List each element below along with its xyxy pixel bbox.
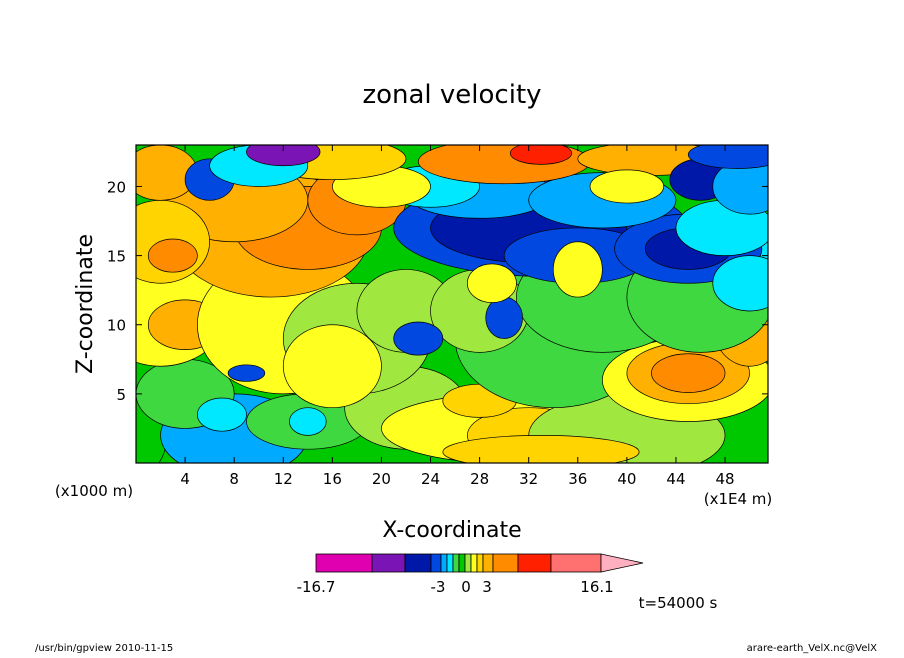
x-tick-label: 32 (519, 470, 538, 488)
x-tick-label: 8 (229, 470, 239, 488)
y-axis-label: Z-coordinate (73, 234, 98, 374)
x-axis-label: X-coordinate (382, 518, 521, 543)
colorbar-bin (315, 553, 373, 573)
colorbar-bin (517, 553, 552, 573)
colorbar-bin (470, 553, 478, 573)
colorbar-bin (371, 553, 406, 573)
y-tick-label: 5 (116, 386, 126, 404)
x-tick-label: 20 (372, 470, 391, 488)
footer-left: /usr/bin/gpview 2010-11-15 (35, 643, 173, 654)
plot-frame (135, 144, 769, 464)
colorbar-label: 0 (461, 578, 471, 596)
x-tick-label: 28 (470, 470, 489, 488)
chart-title: zonal velocity (362, 80, 541, 110)
colorbar-bin (440, 553, 448, 573)
field-region (227, 364, 266, 382)
field-region (509, 145, 572, 165)
colorbar-bin (476, 553, 484, 573)
colorbar-bin (430, 553, 442, 573)
colorbar-label: 16.1 (580, 578, 613, 596)
colorbar: -16.7 -3 0 3 16.1 (297, 553, 644, 596)
field-region (282, 324, 382, 409)
colorbar-bin (492, 553, 519, 573)
x-scale-note: (x1000 m) (55, 482, 133, 500)
colorbar-label: -3 (431, 578, 446, 596)
field-region (246, 145, 321, 167)
x-tick-label: 40 (617, 470, 636, 488)
x-tick-label: 12 (274, 470, 293, 488)
x-axis: 4 8 12 16 20 24 28 32 36 40 44 48 (180, 145, 735, 488)
field-region (442, 435, 640, 463)
y-axis: 5 10 15 20 (107, 178, 768, 404)
colorbar-extend-arrow (600, 553, 644, 573)
colorbar-bin (458, 553, 466, 573)
field-region (393, 321, 444, 356)
field-region (687, 145, 768, 169)
field-region (147, 238, 198, 273)
field-region (485, 296, 523, 339)
x-tick-label: 4 (180, 470, 190, 488)
field-region (197, 397, 247, 432)
field-region (466, 263, 517, 303)
field-region (589, 169, 665, 204)
colorbar-bin (464, 553, 472, 573)
field-region (651, 353, 726, 393)
colorbar-bin (404, 553, 432, 573)
colorbar-label: -16.7 (297, 578, 336, 596)
x-tick-label: 48 (716, 470, 735, 488)
colorbar-bin (452, 553, 460, 573)
colorbar-bin (446, 553, 454, 573)
x-unit-note: (x1E4 m) (704, 490, 773, 508)
colorbar-bin (482, 553, 494, 573)
x-tick-label: 44 (666, 470, 685, 488)
heatmap-field (136, 145, 768, 463)
x-tick-label: 16 (323, 470, 342, 488)
time-label: t=54000 s (639, 594, 718, 612)
colorbar-label: 3 (482, 578, 492, 596)
x-tick-label: 24 (421, 470, 440, 488)
field-region (712, 255, 768, 312)
footer-right: arare-earth_VelX.nc@VelX (747, 643, 878, 654)
x-tick-label: 36 (568, 470, 587, 488)
colorbar-bin (550, 553, 602, 573)
plot-area (135, 144, 769, 464)
y-tick-label: 10 (107, 317, 126, 335)
y-tick-label: 20 (107, 178, 126, 196)
field-region (289, 407, 327, 436)
field-region (552, 241, 603, 298)
y-tick-label: 15 (107, 248, 126, 266)
